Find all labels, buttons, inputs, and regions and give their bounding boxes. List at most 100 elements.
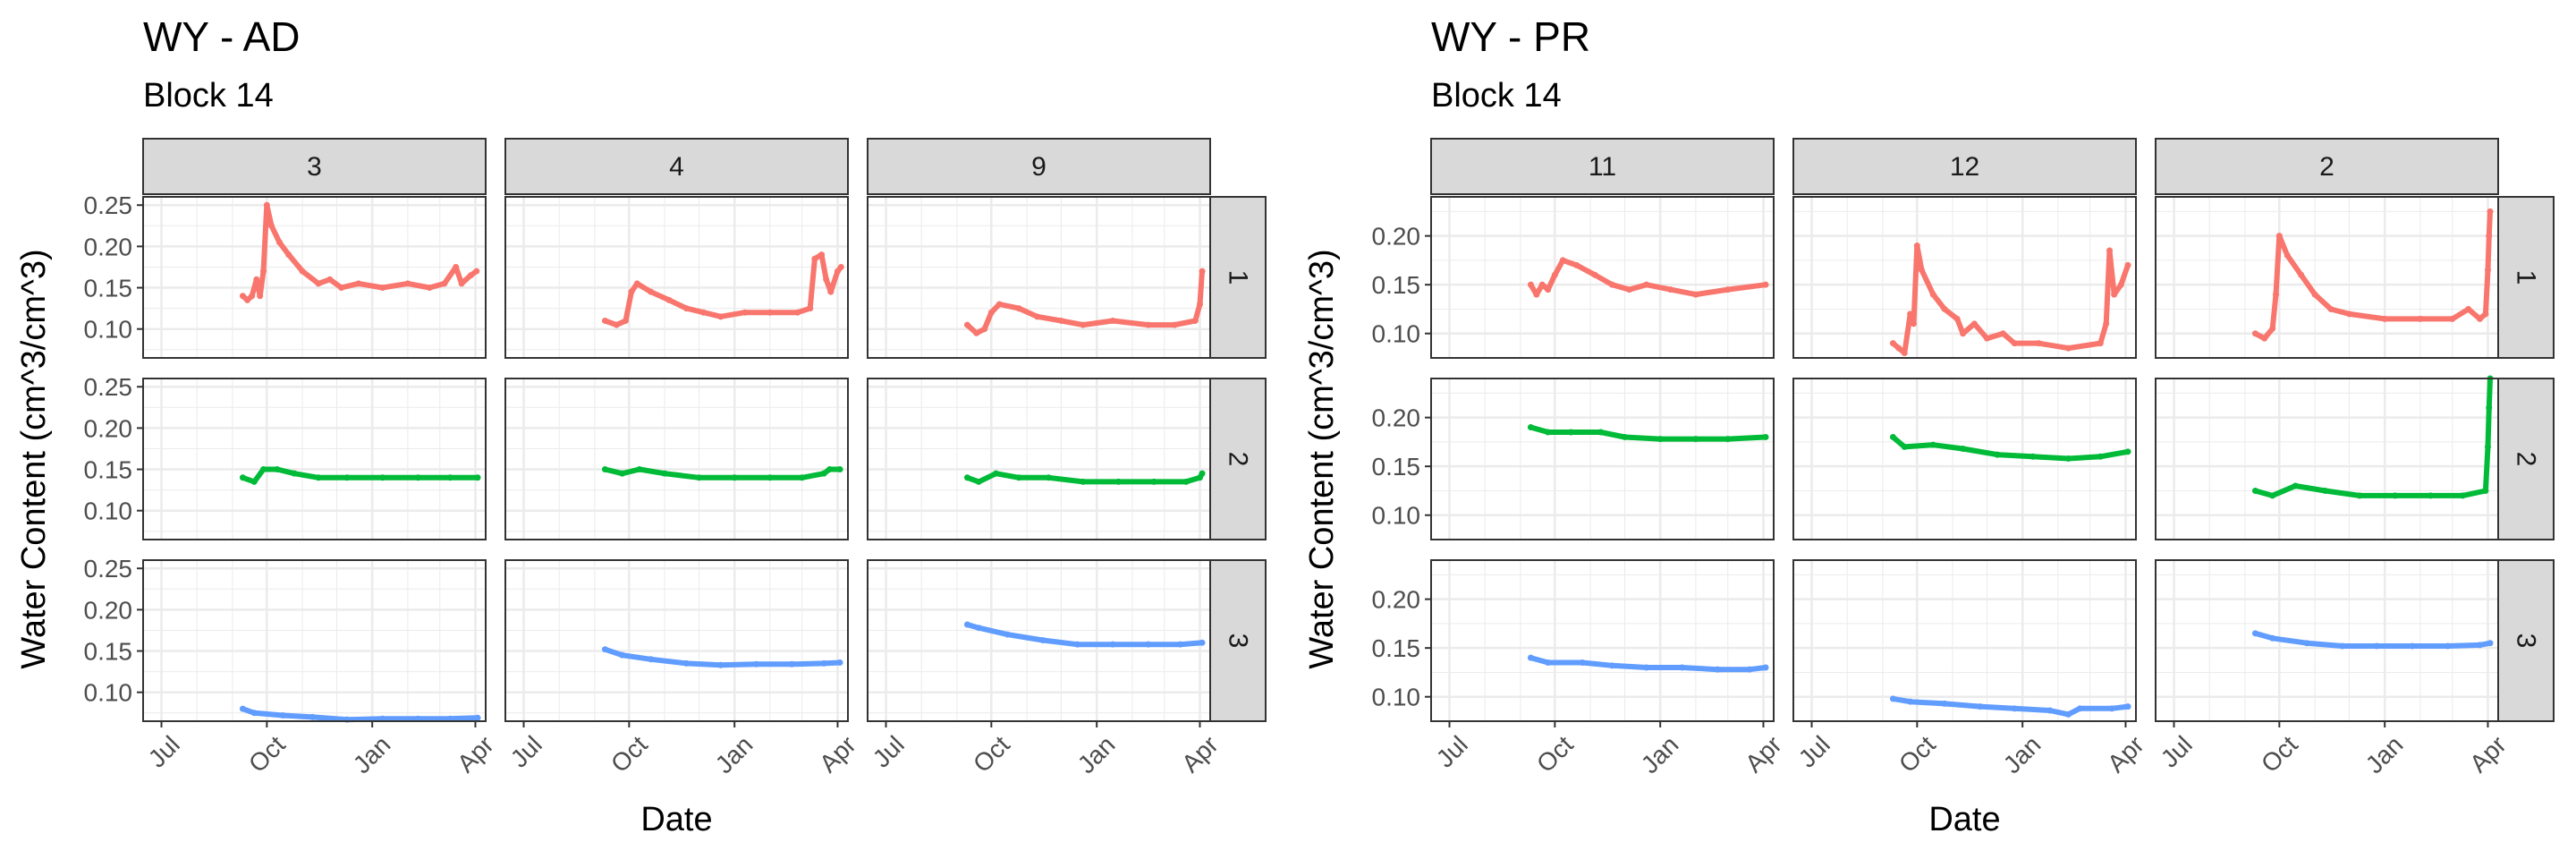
data-point	[1533, 291, 1540, 298]
data-point	[963, 621, 970, 628]
data-point	[973, 329, 980, 336]
x-tick-label: Jan	[348, 730, 396, 778]
data-point	[1039, 637, 1046, 644]
data-point	[1692, 291, 1699, 298]
data-point	[379, 285, 386, 292]
data-point	[263, 201, 270, 208]
data-point	[355, 280, 362, 287]
facet-strip-row	[1209, 559, 1267, 722]
data-point	[2275, 233, 2283, 240]
data-point	[1907, 310, 1914, 318]
data-point	[1970, 320, 1978, 327]
data-point	[1145, 641, 1152, 648]
data-point	[250, 710, 258, 717]
data-point	[996, 301, 1003, 308]
data-point	[2106, 247, 2114, 254]
data-point	[1199, 470, 1206, 477]
data-point	[1643, 664, 1650, 671]
data-point	[2484, 443, 2491, 450]
y-tick-label: 0.15	[1372, 453, 1421, 481]
data-point	[1527, 424, 1534, 431]
facet-strip-col	[504, 138, 849, 195]
data-point	[267, 222, 275, 229]
data-point	[1746, 666, 1753, 673]
data-point	[257, 293, 264, 300]
x-tick-label: Jan	[710, 730, 758, 778]
data-point	[1953, 315, 1961, 322]
panel-border	[2155, 378, 2499, 540]
data-point	[1941, 305, 1948, 312]
data-point	[244, 296, 251, 303]
x-tick-label: Jan	[1072, 730, 1121, 778]
data-point	[1545, 429, 1552, 436]
data-point	[1657, 436, 1664, 443]
data-point	[717, 313, 724, 320]
data-point	[1977, 703, 1984, 710]
data-point	[291, 470, 298, 477]
data-point	[473, 268, 480, 275]
data-point	[1724, 436, 1732, 443]
data-point	[1150, 478, 1157, 485]
data-point	[836, 659, 843, 666]
y-tick-label: 0.10	[1372, 320, 1421, 348]
data-point	[2392, 492, 2399, 499]
data-point	[1983, 335, 1990, 342]
data-point	[1901, 443, 1908, 450]
data-point	[731, 474, 738, 481]
facet-panel	[504, 378, 849, 540]
series-line	[2252, 376, 2493, 498]
data-point	[2445, 642, 2452, 650]
panel-border	[1792, 196, 2137, 359]
panel-border	[2155, 196, 2499, 359]
data-point	[338, 285, 345, 292]
data-point	[811, 255, 818, 262]
data-point	[1573, 261, 1580, 268]
data-point	[1527, 281, 1534, 288]
data-point	[2311, 291, 2318, 298]
facet-panel	[1430, 559, 1775, 722]
data-point	[648, 288, 655, 295]
panel-border	[867, 378, 1211, 540]
panel-border	[142, 559, 487, 722]
data-point	[628, 288, 635, 295]
data-point	[1182, 478, 1190, 485]
data-point	[2011, 340, 2018, 347]
data-point	[2482, 487, 2489, 494]
data-point	[2465, 305, 2472, 312]
data-point	[2373, 642, 2380, 650]
data-point	[2284, 251, 2291, 259]
data-point	[981, 326, 988, 333]
data-point	[622, 317, 629, 324]
y-tick-label: 0.10	[1372, 684, 1421, 711]
x-axis-title: Date	[1928, 801, 2000, 838]
x-tick-label: Oct	[243, 730, 291, 778]
data-point	[826, 466, 834, 473]
data-point	[2417, 315, 2424, 322]
data-point	[1929, 291, 1936, 298]
data-point	[1045, 474, 1052, 481]
panel-border	[1430, 559, 1775, 722]
x-tick-label: Jul	[1793, 730, 1835, 772]
data-point	[1889, 433, 1896, 440]
data-point	[414, 474, 421, 481]
data-point	[1762, 281, 1769, 288]
y-tick-label: 0.25	[84, 373, 133, 401]
data-point	[2097, 453, 2104, 460]
y-tick-label: 0.20	[84, 596, 133, 624]
data-point	[2327, 305, 2334, 312]
facet-strip-row-label: 3	[2512, 634, 2541, 649]
data-point	[1626, 286, 1633, 293]
data-point	[2303, 640, 2310, 647]
data-point	[1034, 313, 1041, 320]
data-point	[834, 268, 841, 275]
facet-strip-row-label: 1	[1224, 270, 1253, 285]
y-tick-label: 0.25	[84, 191, 133, 219]
data-point	[2251, 330, 2258, 337]
data-point	[326, 276, 334, 283]
x-tick-label: Apr	[1740, 730, 1787, 778]
data-point	[2482, 310, 2489, 318]
data-point	[1667, 286, 1674, 293]
facet-panel	[867, 196, 1211, 359]
facet-panel	[1792, 378, 2137, 540]
data-point	[619, 651, 626, 659]
